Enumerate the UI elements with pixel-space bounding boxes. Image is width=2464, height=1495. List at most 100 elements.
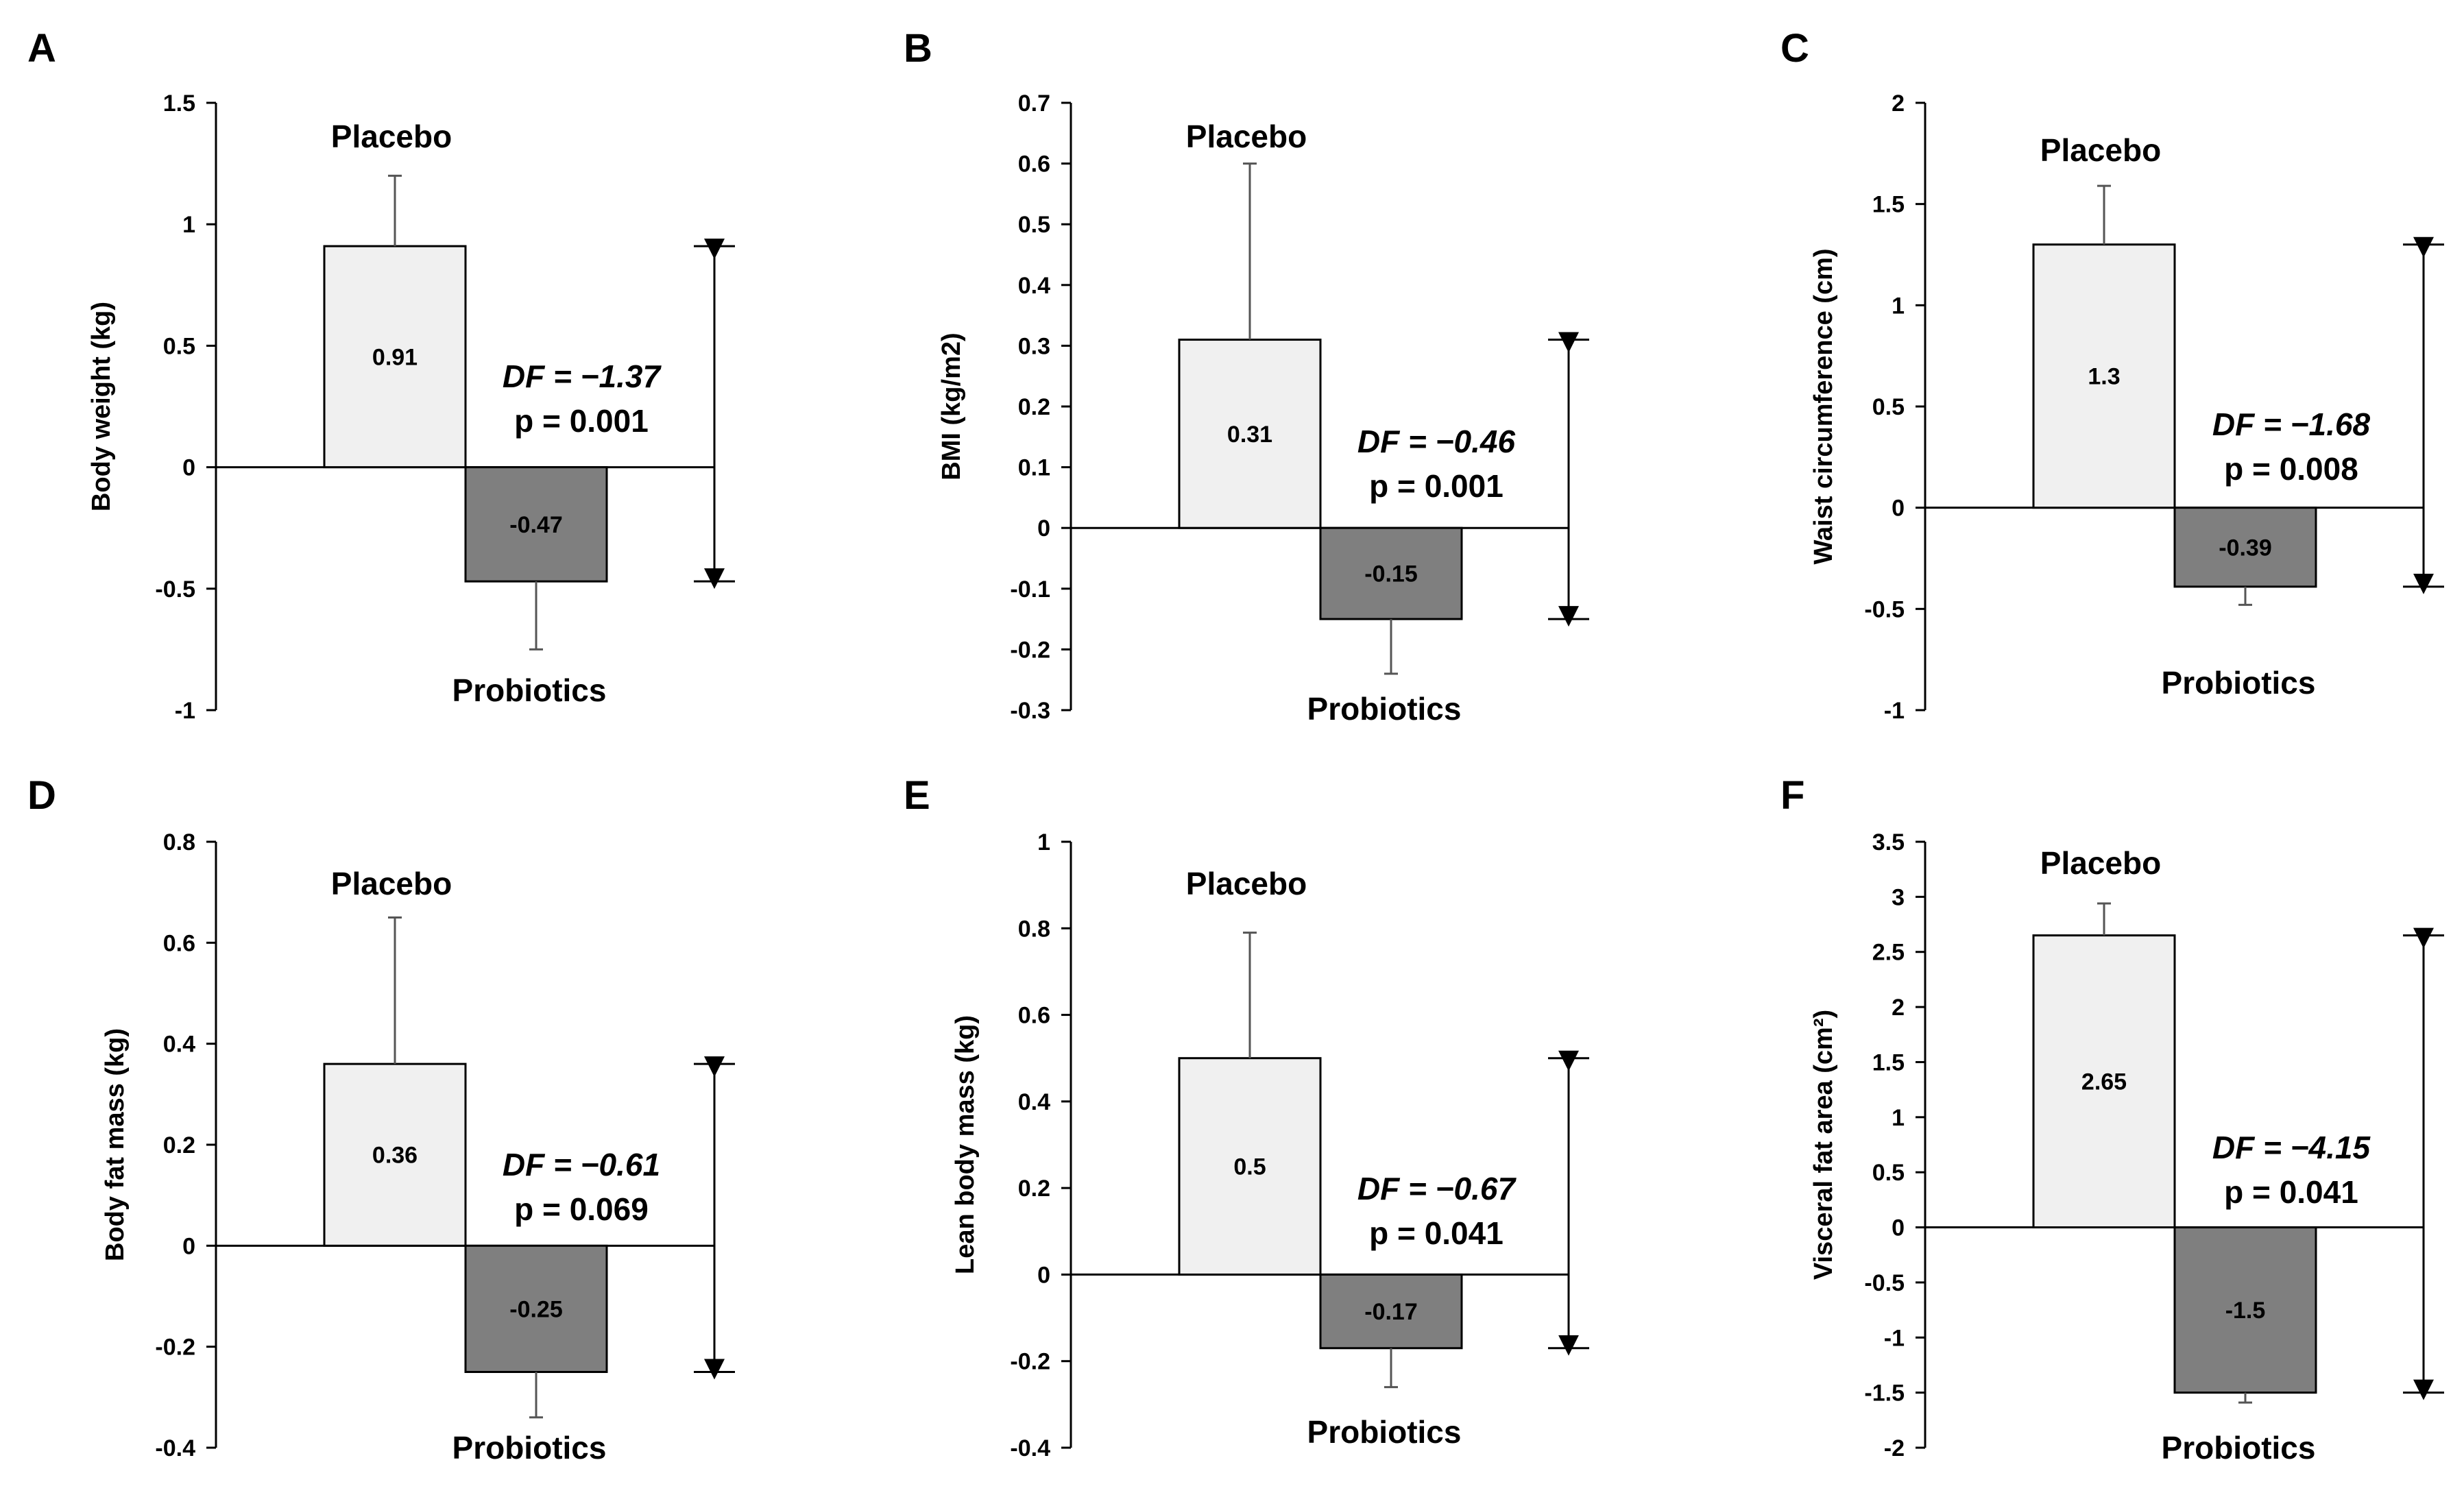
bar-placebo <box>1178 1057 1322 1276</box>
category-label-placebo: Placebo <box>1186 866 1307 901</box>
y-tick-label: 0.2 <box>1018 394 1050 420</box>
y-axis-label: Visceral fat area (cm²) <box>1809 1010 1838 1280</box>
data-label-placebo: 1.3 <box>2088 364 2120 390</box>
df-annotation: DF = −0.67 <box>1357 1171 1517 1206</box>
y-tick-label: 0.3 <box>1018 333 1050 359</box>
p-value-annotation: p = 0.001 <box>1369 468 1503 504</box>
y-tick-label: 0.4 <box>163 1032 195 1058</box>
y-tick-label: -1 <box>1884 1325 1905 1351</box>
y-tick-label: -0.2 <box>1010 637 1050 663</box>
panel-label: D <box>27 773 56 818</box>
df-annotation: DF = −0.46 <box>1357 424 1516 459</box>
y-axis-label: Body weight (kg) <box>87 302 116 511</box>
data-label-placebo: 0.91 <box>372 344 418 370</box>
p-value-annotation: p = 0.069 <box>514 1191 649 1227</box>
panel-c: C -1 -0.5 0 0.5 1 1.5 2 Waist circumference (cm)… <box>1780 26 2444 724</box>
y-tick-label: 0.7 <box>1018 90 1050 117</box>
y-tick-label: 0.2 <box>163 1132 195 1158</box>
y-tick-label: 0.6 <box>163 930 195 956</box>
y-tick-label: -0.5 <box>1864 596 1905 622</box>
y-tick-label: 3 <box>1892 884 1905 910</box>
panel-label: C <box>1780 26 1809 71</box>
data-label-probiotics: -0.39 <box>2219 535 2272 561</box>
y-tick-label: 0.5 <box>1872 394 1905 420</box>
data-label-placebo: 0.36 <box>372 1143 418 1169</box>
data-label-probiotics: -1.5 <box>2225 1298 2266 1324</box>
y-tick-label: 2 <box>1892 995 1905 1021</box>
panel-a: A -1 -0.5 0 0.5 1 1.5 Body weight (kg) 0.91 -0.47… <box>27 26 735 724</box>
p-value-annotation: p = 0.008 <box>2224 451 2358 487</box>
bar-placebo <box>323 1062 467 1247</box>
y-tick-label: 0.1 <box>1018 455 1050 481</box>
y-tick-label: 1 <box>1037 829 1050 855</box>
bar-probiotics <box>464 466 608 583</box>
data-label-placebo: 0.5 <box>1233 1154 1266 1180</box>
data-label-probiotics: -0.15 <box>1364 561 1418 587</box>
y-tick-label: 0 <box>1037 1262 1050 1288</box>
panel-label: B <box>904 26 932 71</box>
y-tick-label: -0.5 <box>155 576 195 603</box>
y-axis-label: Body fat mass (kg) <box>101 1028 130 1261</box>
bar-placebo <box>323 245 467 469</box>
y-tick-label: -1 <box>1884 698 1905 724</box>
df-annotation: DF = −1.68 <box>2212 406 2371 442</box>
y-tick-label: 1.5 <box>1872 1049 1905 1075</box>
data-label-probiotics: -0.17 <box>1364 1299 1418 1325</box>
panel-e: E -0.4 -0.2 0 0.2 0.4 0.6 0.8 1 Lean body mass (k… <box>904 773 1589 1461</box>
data-label-placebo: 2.65 <box>2081 1069 2127 1095</box>
category-label-placebo: Placebo <box>2040 845 2161 881</box>
category-label-probiotics: Probiotics <box>452 1430 607 1466</box>
y-tick-label: 2.5 <box>1872 940 1905 966</box>
y-tick-label: 1 <box>182 212 195 238</box>
y-tick-label: 3.5 <box>1872 829 1905 855</box>
bar-probiotics <box>464 1244 608 1374</box>
bar-placebo <box>2032 934 2176 1229</box>
y-tick-label: -0.1 <box>1010 576 1050 603</box>
bar-probiotics <box>2173 507 2317 588</box>
y-tick-label: 0.2 <box>1018 1176 1050 1202</box>
y-tick-label: -0.2 <box>1010 1349 1050 1375</box>
y-tick-label: 0.4 <box>1018 1089 1050 1115</box>
category-label-probiotics: Probiotics <box>452 672 607 708</box>
p-value-annotation: p = 0.001 <box>514 403 649 439</box>
y-tick-label: -0.3 <box>1010 698 1050 724</box>
y-tick-label: -2 <box>1884 1435 1905 1461</box>
panel-b: B -0.3 -0.2 -0.1 0 0.1 0.2 0.3 0.4 0.5 0.6 0.7 BMI (… <box>904 26 1589 727</box>
df-annotation: DF = −0.61 <box>503 1147 660 1182</box>
y-tick-label: -0.2 <box>155 1335 195 1361</box>
category-label-probiotics: Probiotics <box>2162 665 2316 701</box>
y-tick-label: 0 <box>182 455 195 481</box>
category-label-probiotics: Probiotics <box>2162 1430 2316 1466</box>
y-tick-label: 0.5 <box>1872 1160 1905 1186</box>
bar-placebo <box>1178 339 1322 529</box>
y-axis-label: Lean body mass (kg) <box>951 1015 980 1274</box>
y-tick-label: -0.4 <box>155 1435 195 1461</box>
y-tick-label: 0.6 <box>1018 1003 1050 1029</box>
panel-d: D -0.4 -0.2 0 0.2 0.4 0.6 0.8 Body fat mass (kg)… <box>27 773 735 1466</box>
panel-f: F -2 -1.5 -1 -0.5 0 0.5 1 1.5 2 2.5 3 3.5 Visceral fa… <box>1780 773 2444 1466</box>
y-tick-label: 1.5 <box>163 90 195 117</box>
p-value-annotation: p = 0.041 <box>1369 1215 1503 1251</box>
y-tick-label: -1 <box>175 698 195 724</box>
y-tick-label: -0.4 <box>1010 1435 1050 1461</box>
category-label-placebo: Placebo <box>331 866 452 901</box>
category-label-placebo: Placebo <box>2040 132 2161 168</box>
data-label-probiotics: -0.47 <box>509 512 563 538</box>
y-axis-label: Waist circumference (cm) <box>1809 248 1838 564</box>
y-tick-label: 1 <box>1892 293 1905 319</box>
bar-probiotics <box>1319 526 1463 620</box>
panel-label: E <box>904 773 930 818</box>
panel-label: A <box>27 26 56 71</box>
y-tick-label: 0.5 <box>1018 212 1050 238</box>
data-label-probiotics: -0.25 <box>509 1296 563 1322</box>
y-tick-label: 0.8 <box>163 829 195 855</box>
df-annotation: DF = −1.37 <box>503 358 662 394</box>
y-tick-label: 1.5 <box>1872 192 1905 218</box>
panel-label: F <box>1780 773 1804 818</box>
y-tick-label: 0.4 <box>1018 273 1050 299</box>
category-label-placebo: Placebo <box>1186 119 1307 154</box>
y-tick-label: 0.6 <box>1018 151 1050 178</box>
df-annotation: DF = −4.15 <box>2212 1130 2371 1165</box>
category-label-placebo: Placebo <box>331 119 452 154</box>
